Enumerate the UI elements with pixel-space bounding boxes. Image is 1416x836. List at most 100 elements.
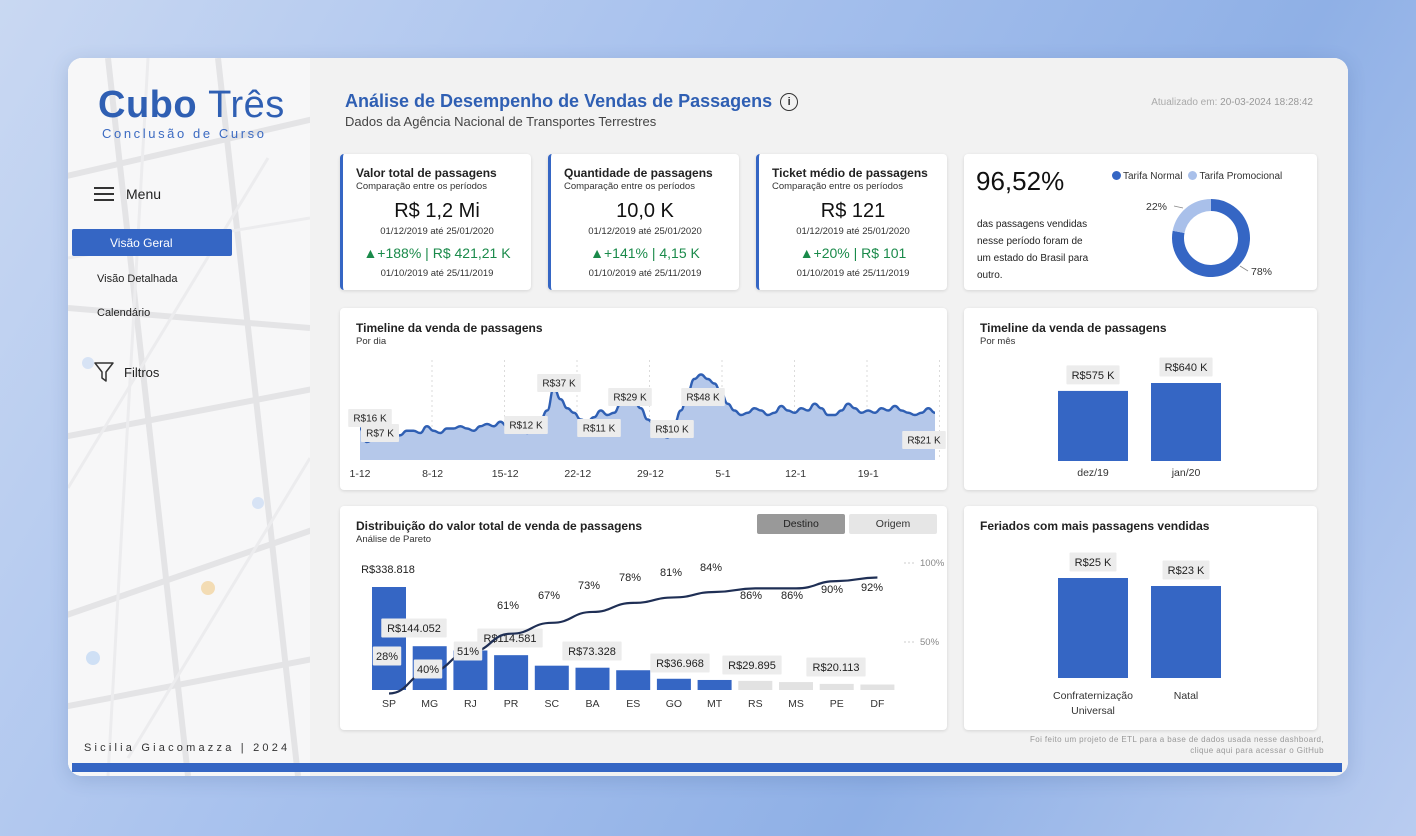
pareto-bar (860, 684, 895, 690)
daily-data-label: R$21 K (907, 436, 941, 447)
legend-item-normal[interactable]: Tarifa Normal (1112, 171, 1182, 182)
donut-slice (1172, 199, 1211, 233)
x-tick-label: PE (830, 698, 844, 710)
kpi-delta: ▲+20% | R$ 101 (799, 245, 907, 261)
donut-label: 22% (1146, 201, 1167, 213)
daily-data-label: R$29 K (613, 393, 647, 404)
cumulative-label: 86% (740, 590, 762, 602)
y2-tick-label: 50% (920, 637, 940, 648)
x-tick-label: Confraternização (1053, 690, 1133, 702)
nav-visao-geral[interactable]: Visão Geral (72, 229, 232, 256)
kpi-period: 01/12/2019 até 25/01/2020 (380, 226, 494, 237)
kpi-subtitle: Comparação entre os períodos (564, 181, 695, 192)
chart-subtitle: Análise de Pareto (356, 534, 431, 545)
pareto-bar (697, 679, 732, 690)
filter-icon (94, 362, 114, 382)
daily-data-label-bg (650, 420, 694, 438)
info-icon[interactable]: i (780, 92, 799, 111)
pareto-value-label: R$338.818 (361, 564, 415, 576)
kpi-period: 01/12/2019 até 25/01/2020 (796, 226, 910, 237)
filters-label: Filtros (124, 364, 160, 380)
pareto-value-label: R$20.113 (813, 662, 860, 674)
menu-label: Menu (126, 186, 162, 202)
daily-data-label: R$12 K (509, 421, 543, 432)
kpi-delta: ▲+141% | 4,15 K (590, 245, 700, 261)
x-tick-label: RJ (464, 698, 477, 710)
pareto-value-label-bg (806, 657, 866, 677)
pareto-bar (819, 683, 854, 690)
app-window: Cubo Três Conclusão de Curso Menu Visão … (68, 58, 1348, 776)
holidays-card: Feriados com mais passagens vendidas R$2… (964, 506, 1317, 730)
pareto-bar (494, 655, 529, 690)
logo-bold: Cubo (98, 84, 198, 126)
pareto-value-label-bg (381, 618, 447, 638)
pareto-bar (575, 667, 610, 690)
kpi-title: Ticket médio de passagens (772, 166, 928, 180)
daily-data-label-bg (504, 416, 548, 434)
toggle-destino-button[interactable]: Destino (757, 514, 845, 534)
x-tick-label: 1-12 (349, 468, 370, 480)
kpi-period: 01/12/2019 até 25/01/2020 (588, 226, 702, 237)
x-tick-label: SC (545, 698, 560, 710)
donut-chart: 78% 22% (1146, 199, 1272, 278)
kpi-subtitle: Comparação entre os períodos (772, 181, 903, 192)
updated-timestamp: Atualizado em: 20-03-2024 18:28:42 (1151, 97, 1313, 108)
x-tick-label: Natal (1174, 690, 1199, 702)
pareto-chart: SP MG RJ PR SC BA ES GO MT RS MS PE DF R$338.818 R$144… (361, 558, 945, 710)
kpi-card-ticket-medio: Ticket médio de passagens Comparação ent… (756, 154, 947, 290)
pareto-value-label: R$114.581 (483, 633, 536, 645)
cumulative-label: 90% (821, 584, 843, 596)
holiday-bar-label: R$23 K (1168, 565, 1205, 577)
donut-label: 78% (1251, 266, 1272, 278)
x-tick-label: MG (421, 698, 438, 710)
logo-thin: Três (208, 84, 285, 126)
kpi-delta: ▲+188% | R$ 421,21 K (363, 245, 511, 261)
nav-visao-detalhada[interactable]: Visão Detalhada (97, 273, 178, 285)
pareto-value-label-bg (477, 628, 543, 648)
pareto-bar (372, 587, 406, 690)
kpi-card-quantidade: Quantidade de passagens Comparação entre… (548, 154, 739, 290)
github-note-link[interactable]: Foi feito um projeto de ETL para a base … (1030, 734, 1324, 756)
pareto-value-label: R$36.968 (656, 658, 704, 670)
kpi-comparison-period: 01/10/2019 até 25/11/2019 (796, 268, 910, 279)
cumulative-label-bg (453, 641, 483, 661)
toggle-origem-button[interactable]: Origem (849, 514, 937, 534)
filters-button[interactable]: Filtros (94, 361, 159, 383)
legend-item-promocional[interactable]: Tarifa Promocional (1188, 171, 1282, 182)
chart-title: Timeline da venda de passagens (980, 321, 1167, 335)
cumulative-label: 40% (417, 664, 439, 676)
cumulative-label: 67% (538, 590, 560, 602)
footer-line-1: Foi feito um projeto de ETL para a base … (1029, 735, 1324, 744)
x-tick-label: 8-12 (422, 468, 443, 480)
monthly-bar-label-bg (1159, 357, 1213, 377)
daily-data-label-bg (537, 374, 581, 392)
pareto-bar (656, 678, 691, 690)
daily-data-label: R$48 K (686, 393, 720, 404)
page-title-text: Análise de Desempenho de Vendas de Passa… (345, 91, 773, 111)
x-tick-label: 19-1 (858, 468, 879, 480)
footer-line-2: clique aqui para acessar o GitHub (1190, 746, 1324, 755)
daily-timeline-card: Timeline da venda de passagens Por dia 1… (340, 308, 947, 490)
pareto-value-label: R$73.328 (568, 646, 616, 658)
kpi-title: Valor total de passagens (356, 166, 497, 180)
kpi-comparison-period: 01/10/2019 até 25/11/2019 (588, 268, 702, 279)
holiday-bar (1151, 586, 1221, 678)
pareto-bar (616, 670, 651, 690)
legend-dot-normal (1112, 171, 1121, 180)
pareto-value-label-bg (562, 641, 622, 661)
interstate-percentage: 96,52% (976, 166, 1065, 196)
menu-toggle[interactable]: Menu (94, 186, 161, 202)
nav-calendario[interactable]: Calendário (97, 307, 151, 319)
x-tick-label: GO (666, 698, 682, 710)
donut-card: 96,52% das passagens vendidas nesse perí… (964, 154, 1317, 290)
daily-data-label: R$7 K (366, 429, 394, 440)
holiday-bar-label-bg (1162, 560, 1210, 580)
cumulative-label: 28% (376, 651, 398, 663)
cumulative-label: 51% (457, 646, 479, 658)
main-content: Análise de Desempenho de Vendas de Passa… (310, 58, 1348, 776)
page-title: Análise de Desempenho de Vendas de Passa… (345, 91, 799, 112)
donut-leader-line (1173, 205, 1184, 209)
cumulative-label-bg (413, 659, 443, 679)
logo-subtitle: Conclusão de Curso (102, 126, 267, 141)
kpi-title: Quantidade de passagens (564, 166, 713, 180)
